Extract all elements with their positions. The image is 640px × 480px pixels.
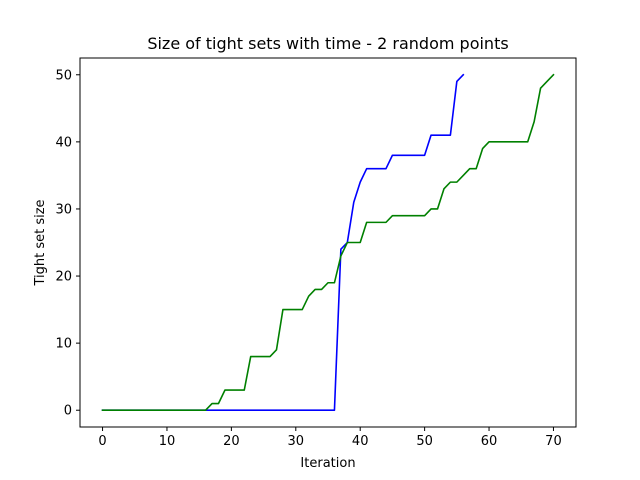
x-tick-label: 0 [98,434,106,449]
series-lines [101,73,555,412]
y-tick-label: 10 [55,337,72,352]
y-tick-label: 40 [55,135,72,150]
series-line-2 [101,73,555,412]
series-line-1 [101,73,465,412]
x-tick-label: 70 [545,434,562,449]
x-axis-label: Iteration [300,456,355,471]
x-axis: 0 10 20 30 40 50 60 70 [98,427,562,449]
chart-title: Size of tight sets with time - 2 random … [147,34,508,53]
y-axis: 0 10 20 30 40 50 [55,68,80,419]
x-tick-label: 40 [352,434,369,449]
plot-area [79,57,577,428]
y-tick-label: 20 [55,270,72,285]
x-tick-label: 60 [481,434,498,449]
y-tick-label: 50 [55,68,72,83]
y-axis-label: Tight set size [33,199,48,286]
y-tick-label: 30 [55,202,72,217]
x-tick-label: 20 [223,434,240,449]
x-tick-label: 30 [288,434,305,449]
y-tick-label: 0 [64,404,72,419]
x-tick-label: 10 [159,434,176,449]
x-tick-label: 50 [416,434,433,449]
